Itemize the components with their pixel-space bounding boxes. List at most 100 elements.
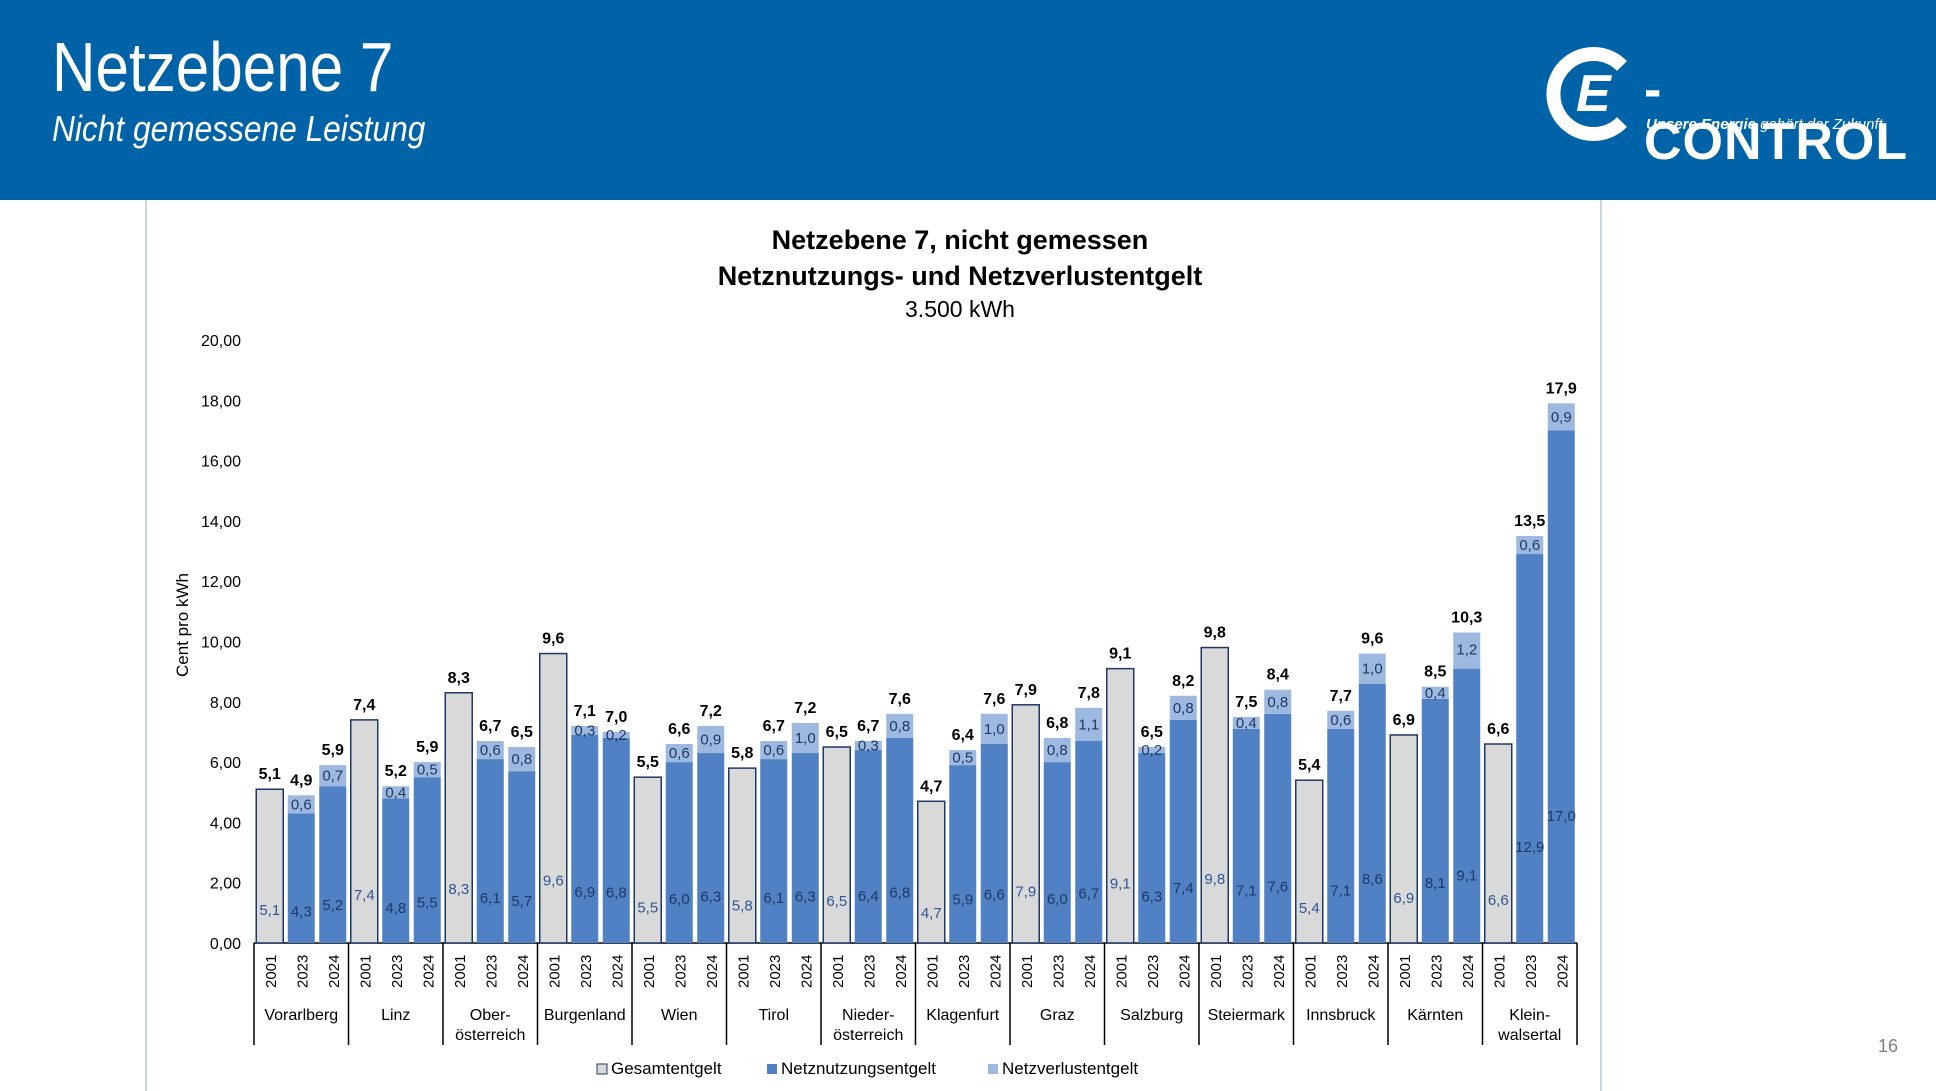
x-year-label: 2024 bbox=[987, 955, 1004, 988]
bar-value-label: 0,6 bbox=[480, 742, 501, 759]
bar-netznutzungsentgelt bbox=[665, 762, 693, 943]
bar-value-label: 9,6 bbox=[543, 872, 564, 889]
x-group-label: Tirol bbox=[758, 1007, 789, 1024]
bar-value-label: 5,4 bbox=[1299, 900, 1320, 917]
logo-ring-icon: E bbox=[1546, 47, 1627, 141]
x-year-label: 2001 bbox=[641, 955, 658, 988]
x-year-label: 2024 bbox=[893, 955, 910, 988]
bar-gesamtentgelt bbox=[444, 692, 473, 944]
bar-value-label: 6,4 bbox=[858, 888, 879, 905]
legend-label: Netzverlustentgelt bbox=[1002, 1059, 1138, 1078]
bar-netznutzungsentgelt bbox=[1547, 430, 1575, 943]
y-tick-label: 20,00 bbox=[201, 333, 241, 350]
x-year-label: 2024 bbox=[420, 955, 437, 988]
bar-value-label: 5,9 bbox=[952, 892, 973, 909]
bar-value-label: 17,0 bbox=[1547, 808, 1576, 825]
x-group-label: Salzburg bbox=[1120, 1007, 1183, 1024]
bar-gesamtentgelt bbox=[1011, 704, 1040, 944]
bar-value-label: 0,6 bbox=[291, 796, 312, 813]
bar-value-label: 0,2 bbox=[606, 727, 627, 744]
chart-frame bbox=[145, 200, 1602, 1091]
bar-netzverlustentgelt bbox=[413, 762, 441, 778]
x-year-label: 2024 bbox=[609, 955, 626, 988]
bar-total-label: 7,4 bbox=[353, 697, 375, 714]
bar-netzverlustentgelt bbox=[791, 722, 819, 754]
x-year-label: 2001 bbox=[1302, 955, 1319, 988]
bar-value-label: 5,5 bbox=[637, 900, 658, 917]
x-year-label: 2023 bbox=[294, 955, 311, 988]
bar-total-label: 7,0 bbox=[605, 709, 627, 726]
bar-netznutzungsentgelt bbox=[886, 737, 914, 943]
x-year-label: 2023 bbox=[578, 955, 595, 988]
bar-value-label: 5,8 bbox=[732, 898, 753, 915]
legend-swatch bbox=[767, 1064, 777, 1074]
bar-value-label: 0,6 bbox=[669, 745, 690, 762]
bar-netzverlustentgelt bbox=[1453, 632, 1481, 669]
bar-total-label: 5,5 bbox=[637, 754, 659, 771]
x-group-label: österreich bbox=[455, 1027, 525, 1044]
bar-value-label: 0,2 bbox=[1141, 742, 1162, 759]
x-group-label: Klagenfurt bbox=[926, 1007, 999, 1024]
bar-netznutzungsentgelt bbox=[760, 759, 788, 943]
x-group-label: Linz bbox=[381, 1007, 410, 1024]
x-year-label: 2023 bbox=[1145, 955, 1162, 988]
page-number: 16 bbox=[1878, 1036, 1899, 1056]
bar-netzverlustentgelt bbox=[602, 731, 630, 738]
x-group-label: Burgenland bbox=[544, 1007, 626, 1024]
y-tick-label: 6,00 bbox=[210, 755, 241, 772]
bar-value-label: 6,6 bbox=[1488, 892, 1509, 909]
bar-value-label: 6,6 bbox=[984, 886, 1005, 903]
bar-total-label: 6,9 bbox=[1393, 712, 1415, 729]
bar-total-label: 6,5 bbox=[1141, 724, 1163, 741]
bar-value-label: 6,3 bbox=[1141, 889, 1162, 906]
bar-value-label: 9,1 bbox=[1456, 867, 1477, 884]
bar-total-label: 6,6 bbox=[1487, 721, 1509, 738]
x-year-label: 2001 bbox=[1113, 955, 1130, 988]
x-year-label: 2023 bbox=[767, 955, 784, 988]
bar-netzverlustentgelt bbox=[1547, 403, 1575, 431]
x-year-label: 2024 bbox=[1271, 955, 1288, 988]
bar-total-label: 5,8 bbox=[731, 745, 753, 762]
bar-value-label: 0,9 bbox=[1551, 409, 1572, 426]
bar-gesamtentgelt bbox=[728, 767, 757, 944]
bar-value-label: 6,8 bbox=[606, 885, 627, 902]
x-year-label: 2001 bbox=[1491, 955, 1508, 988]
bar-value-label: 8,6 bbox=[1362, 871, 1383, 888]
x-year-label: 2001 bbox=[452, 955, 469, 988]
bar-value-label: 6,1 bbox=[763, 890, 784, 907]
bar-total-label: 13,5 bbox=[1514, 513, 1545, 530]
bar-total-label: 6,8 bbox=[1046, 715, 1068, 732]
bar-total-label: 7,1 bbox=[574, 703, 596, 720]
page-subtitle: Nicht gemessene Leistung bbox=[52, 108, 426, 149]
x-year-label: 2023 bbox=[672, 955, 689, 988]
bar-netzverlustentgelt bbox=[1327, 710, 1355, 729]
bar-netzverlustentgelt bbox=[886, 713, 914, 738]
bar-value-label: 6,0 bbox=[669, 891, 690, 908]
bar-total-label: 5,9 bbox=[322, 742, 344, 759]
bar-value-label: 6,8 bbox=[889, 885, 910, 902]
x-year-label: 2001 bbox=[357, 955, 374, 988]
x-group-label: Klein- bbox=[1509, 1007, 1550, 1024]
x-group-label: walsertal bbox=[1497, 1027, 1561, 1044]
bar-total-label: 9,8 bbox=[1204, 625, 1226, 642]
x-year-label: 2001 bbox=[1397, 955, 1414, 988]
bar-value-label: 6,5 bbox=[826, 893, 847, 910]
x-group-label: Ober- bbox=[470, 1007, 511, 1024]
bar-netzverlustentgelt bbox=[1232, 716, 1260, 729]
bar-netzverlustentgelt bbox=[949, 750, 977, 766]
bar-netznutzungsentgelt bbox=[980, 744, 1008, 943]
bar-total-label: 6,6 bbox=[668, 721, 690, 738]
bar-total-label: 7,6 bbox=[889, 691, 911, 708]
bar-value-label: 0,3 bbox=[858, 738, 879, 755]
bar-value-label: 6,9 bbox=[574, 884, 595, 901]
bar-value-label: 1,0 bbox=[795, 730, 816, 747]
bar-total-label: 6,5 bbox=[826, 724, 848, 741]
bar-value-label: 0,5 bbox=[417, 762, 438, 779]
x-year-label: 2023 bbox=[389, 955, 406, 988]
x-group-label: Graz bbox=[1040, 1007, 1075, 1024]
bar-total-label: 9,1 bbox=[1109, 646, 1131, 663]
bar-value-label: 8,3 bbox=[448, 881, 469, 898]
logo-tagline: Unsere Energie gehört der Zukunft. bbox=[1646, 116, 1887, 133]
bar-netznutzungsentgelt bbox=[697, 753, 725, 943]
